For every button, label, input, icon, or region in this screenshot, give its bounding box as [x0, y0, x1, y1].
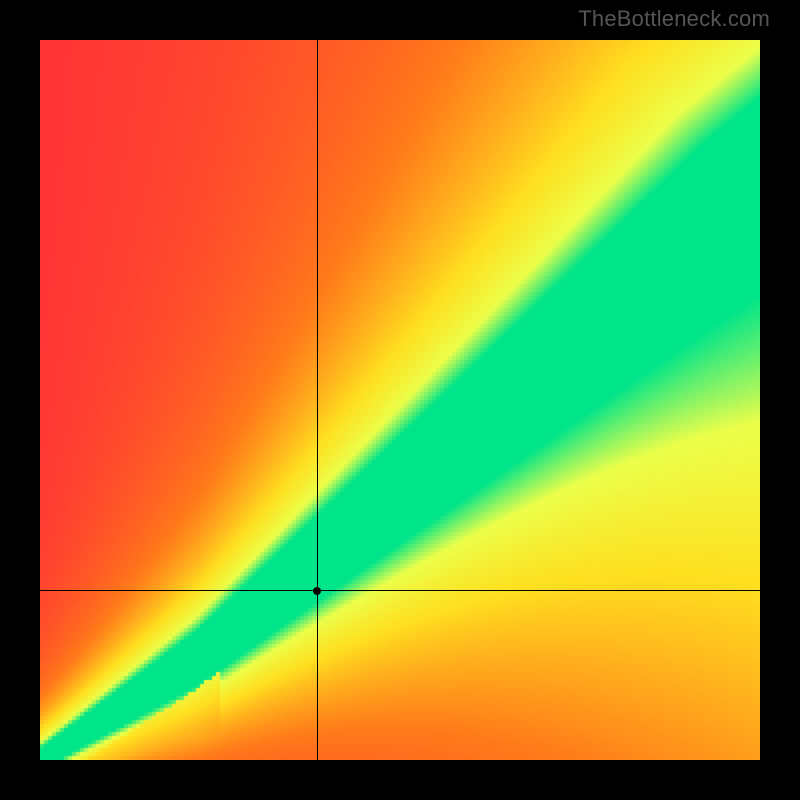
heatmap-canvas [40, 40, 760, 760]
watermark-text: TheBottleneck.com [578, 6, 770, 32]
plot-area [40, 40, 760, 760]
crosshair-vertical [317, 40, 318, 760]
crosshair-marker [313, 587, 321, 595]
outer-frame: TheBottleneck.com [0, 0, 800, 800]
crosshair-horizontal [40, 590, 760, 591]
